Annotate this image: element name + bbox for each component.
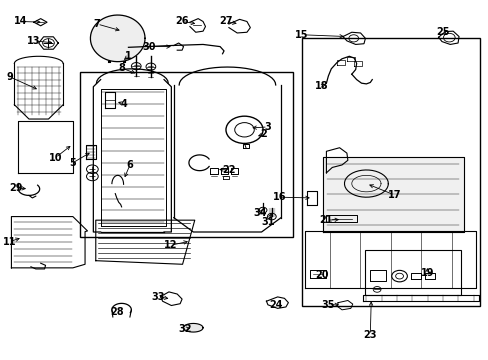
Text: 11: 11 bbox=[3, 237, 16, 247]
Bar bbox=[365, 250, 461, 296]
Text: 21: 21 bbox=[319, 215, 332, 225]
Text: 8: 8 bbox=[118, 63, 125, 73]
Text: 14: 14 bbox=[14, 17, 28, 27]
Text: 6: 6 bbox=[126, 160, 133, 170]
Text: 29: 29 bbox=[10, 183, 23, 193]
Text: 32: 32 bbox=[178, 324, 191, 334]
Text: 17: 17 bbox=[387, 190, 401, 200]
Text: 13: 13 bbox=[27, 36, 41, 46]
Text: 24: 24 bbox=[269, 300, 283, 310]
Text: 27: 27 bbox=[219, 17, 232, 27]
Text: 10: 10 bbox=[48, 153, 62, 163]
Polygon shape bbox=[183, 323, 203, 332]
Text: 2: 2 bbox=[260, 129, 267, 139]
Text: 4: 4 bbox=[120, 99, 127, 109]
Text: 3: 3 bbox=[264, 122, 271, 132]
Text: 18: 18 bbox=[314, 81, 327, 91]
Polygon shape bbox=[90, 15, 145, 62]
Text: 9: 9 bbox=[6, 72, 13, 82]
Text: 16: 16 bbox=[272, 192, 286, 202]
Text: 15: 15 bbox=[295, 30, 308, 40]
Text: 26: 26 bbox=[175, 17, 188, 27]
Text: 1: 1 bbox=[125, 51, 132, 61]
Text: 12: 12 bbox=[163, 240, 177, 250]
Bar bbox=[302, 39, 479, 306]
Text: 28: 28 bbox=[110, 307, 123, 317]
Text: 30: 30 bbox=[142, 42, 156, 51]
Text: 19: 19 bbox=[420, 267, 433, 278]
Text: 22: 22 bbox=[222, 165, 235, 175]
Text: 5: 5 bbox=[69, 158, 76, 168]
Text: 31: 31 bbox=[261, 217, 274, 227]
Text: 35: 35 bbox=[321, 300, 334, 310]
Text: 7: 7 bbox=[94, 19, 101, 29]
Text: 33: 33 bbox=[151, 292, 164, 302]
Text: 20: 20 bbox=[314, 270, 327, 280]
Text: 23: 23 bbox=[363, 330, 376, 340]
Text: 34: 34 bbox=[253, 208, 266, 218]
Polygon shape bbox=[322, 157, 463, 232]
Text: 25: 25 bbox=[436, 27, 449, 37]
Bar bbox=[80, 72, 293, 237]
